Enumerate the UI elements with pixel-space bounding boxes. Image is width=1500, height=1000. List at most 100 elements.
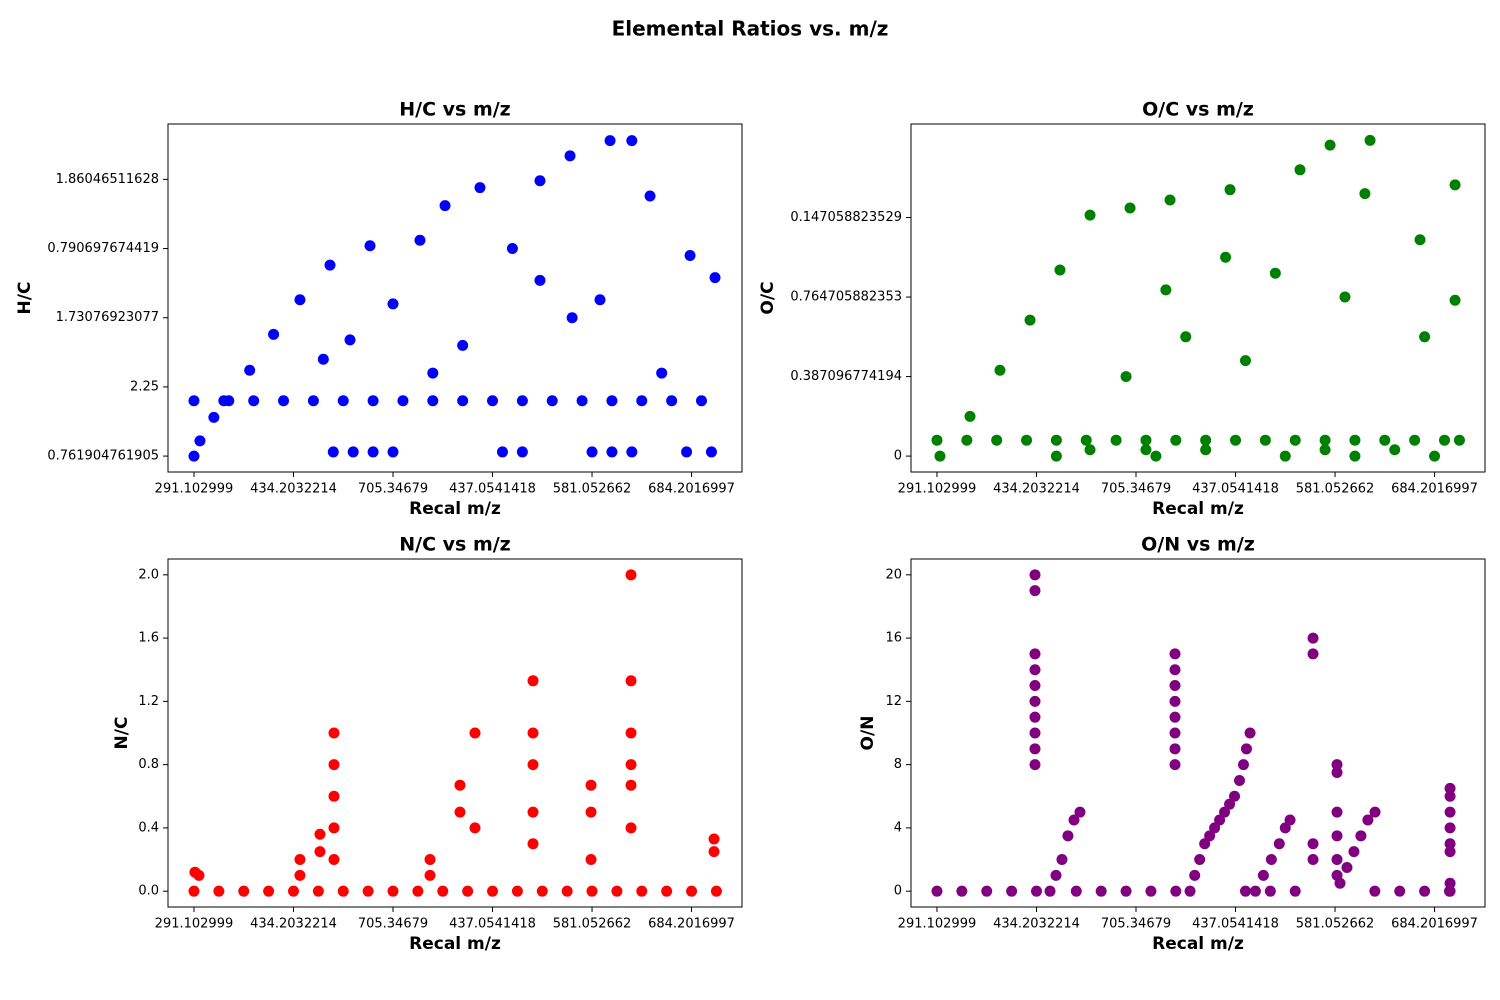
point <box>1170 885 1182 897</box>
point <box>1334 877 1346 889</box>
point <box>585 854 597 866</box>
point <box>1349 450 1361 462</box>
point <box>1029 680 1041 692</box>
x-tick-label: 437.0541418 <box>1192 917 1279 932</box>
point <box>1307 648 1319 660</box>
point <box>1124 202 1136 214</box>
point <box>1259 434 1271 446</box>
point <box>956 885 968 897</box>
point <box>1324 139 1336 151</box>
point <box>1140 444 1152 456</box>
point <box>585 779 597 791</box>
x-tick-label: 705.34679 <box>358 482 428 497</box>
y-axis-label: O/N <box>858 716 878 751</box>
point <box>1169 727 1181 739</box>
point <box>1444 877 1456 889</box>
point <box>487 395 499 407</box>
point <box>1224 184 1236 196</box>
y-tick-label: 0 <box>894 884 902 899</box>
point <box>1029 695 1041 707</box>
point <box>208 411 220 423</box>
y-tick-label: 2.25 <box>130 379 159 394</box>
point <box>536 885 548 897</box>
x-tick-label: 581.052662 <box>553 917 632 932</box>
x-axis-label: Recal m/z <box>1152 499 1244 519</box>
point <box>1199 838 1211 850</box>
point <box>931 885 943 897</box>
x-axis-label: Recal m/z <box>409 499 501 519</box>
point <box>1264 885 1276 897</box>
point <box>709 272 721 284</box>
y-axis-label: N/C <box>112 717 132 750</box>
point <box>1056 854 1068 866</box>
y-tick-label: 1.86046511628 <box>56 172 159 187</box>
point <box>218 395 230 407</box>
point <box>1219 806 1231 818</box>
point <box>625 675 637 687</box>
y-tick-label: 0 <box>894 449 902 464</box>
point <box>1050 869 1062 881</box>
point <box>1169 680 1181 692</box>
point <box>1080 434 1092 446</box>
point <box>1169 664 1181 676</box>
figure-title: Elemental Ratios vs. m/z <box>612 17 889 41</box>
x-tick-label: 705.34679 <box>1101 482 1171 497</box>
point <box>1068 814 1080 826</box>
point <box>594 294 606 306</box>
y-tick-label: 16 <box>885 631 902 646</box>
point <box>194 435 206 447</box>
x-tick-label: 434.2032214 <box>250 917 337 932</box>
point <box>1233 774 1245 786</box>
point <box>1331 854 1343 866</box>
point <box>1444 846 1456 858</box>
point <box>193 869 205 881</box>
point <box>1240 743 1252 755</box>
x-tick-label: 434.2032214 <box>993 917 1080 932</box>
point <box>964 410 976 422</box>
point <box>1204 830 1216 842</box>
y-tick-label: 0.4 <box>138 820 159 835</box>
point <box>469 727 481 739</box>
point <box>414 234 426 246</box>
point <box>1110 434 1122 446</box>
point <box>1453 434 1465 446</box>
point <box>1294 164 1306 176</box>
x-tick-label: 684.2016997 <box>1391 482 1478 497</box>
point <box>1389 444 1401 456</box>
point <box>1379 434 1391 446</box>
x-tick-label: 581.052662 <box>1296 917 1375 932</box>
point <box>1249 885 1261 897</box>
point <box>606 446 618 458</box>
point <box>546 395 558 407</box>
x-tick-label: 437.0541418 <box>1192 482 1279 497</box>
point <box>1220 251 1232 263</box>
point <box>1331 767 1343 779</box>
point <box>1364 134 1376 146</box>
point <box>708 833 720 845</box>
point <box>705 446 717 458</box>
point <box>1214 814 1226 826</box>
point <box>625 569 637 581</box>
point <box>1194 854 1206 866</box>
point <box>337 395 349 407</box>
point <box>1449 294 1461 306</box>
point <box>1239 885 1251 897</box>
point <box>362 885 374 897</box>
point <box>188 885 200 897</box>
point <box>1341 861 1353 873</box>
subplot-title: H/C vs m/z <box>399 99 511 121</box>
point <box>397 395 409 407</box>
point <box>1224 798 1236 810</box>
point <box>307 395 319 407</box>
point <box>636 395 648 407</box>
y-tick-label: 0.764705882353 <box>790 290 902 305</box>
point <box>1029 664 1041 676</box>
point <box>312 885 324 897</box>
x-tick-label: 684.2016997 <box>648 482 735 497</box>
point <box>1029 648 1041 660</box>
point <box>585 806 597 818</box>
point <box>1394 885 1406 897</box>
point <box>364 240 376 252</box>
point <box>387 298 399 310</box>
